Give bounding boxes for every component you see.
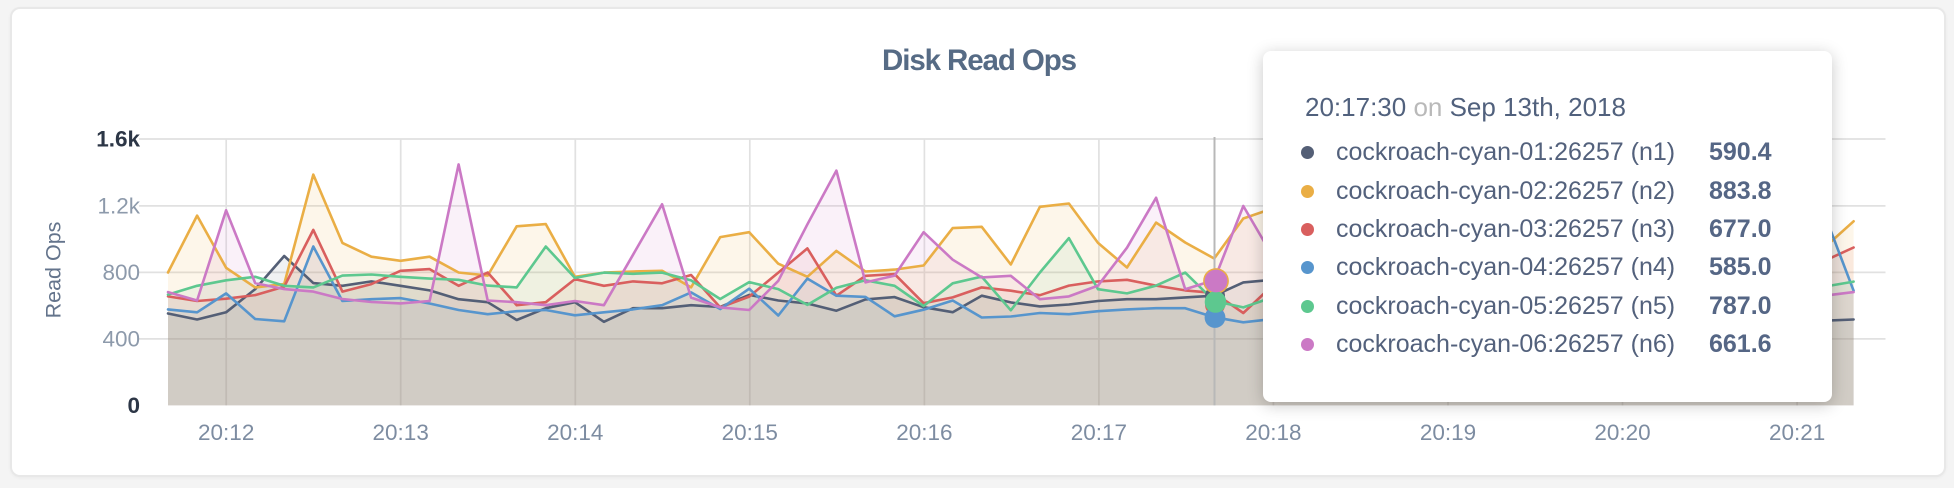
- svg-text:20:14: 20:14: [547, 420, 603, 445]
- svg-text:400: 400: [102, 326, 140, 351]
- svg-text:20:21: 20:21: [1769, 420, 1825, 445]
- svg-text:1.2k: 1.2k: [97, 193, 140, 218]
- svg-text:20:15: 20:15: [722, 420, 778, 445]
- svg-text:20:18: 20:18: [1245, 420, 1301, 445]
- svg-text:0: 0: [127, 393, 140, 418]
- svg-text:800: 800: [102, 260, 140, 285]
- svg-text:20:20: 20:20: [1594, 420, 1650, 445]
- svg-text:20:16: 20:16: [896, 420, 952, 445]
- svg-text:20:13: 20:13: [373, 420, 429, 445]
- svg-text:1.6k: 1.6k: [96, 127, 140, 152]
- svg-text:20:12: 20:12: [198, 420, 254, 445]
- svg-text:Read Ops: Read Ops: [42, 222, 66, 319]
- svg-text:20:17: 20:17: [1071, 420, 1127, 445]
- svg-text:20:19: 20:19: [1420, 420, 1476, 445]
